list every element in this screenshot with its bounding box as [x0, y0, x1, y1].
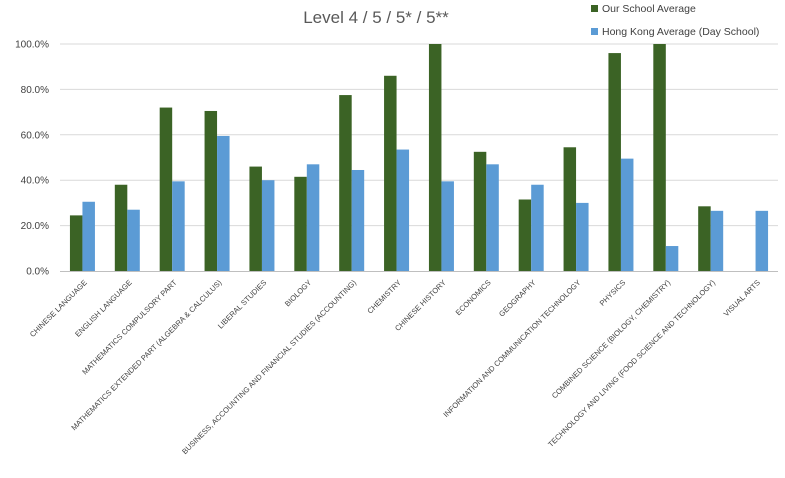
legend-swatch-our-school — [591, 5, 598, 12]
x-tick-label: MATHEMATICS EXTENDED PART (ALGEBRA & CAL… — [69, 278, 223, 432]
x-tick-label: GEOGRAPHY — [497, 278, 538, 319]
y-tick-label: 0.0% — [26, 267, 49, 278]
x-tick-label: CHEMISTRY — [365, 278, 403, 316]
chart-title: Level 4 / 5 / 5* / 5** — [303, 8, 449, 27]
bar-hong-kong-chinese-history — [441, 181, 454, 271]
legend: Our School Average Hong Kong Average (Da… — [591, 3, 759, 38]
y-tick-label: 60.0% — [21, 130, 49, 141]
y-tick-label: 40.0% — [21, 176, 49, 187]
x-tick-label: BUSINESS, ACCOUNTING AND FINANCIAL STUDI… — [180, 278, 358, 456]
x-tick-label: LIBERAL STUDIES — [216, 278, 268, 330]
bar-hong-kong-english-language — [127, 209, 140, 271]
bars — [69, 44, 769, 271]
bar-our-school-mathematics-compulsory-part — [159, 107, 173, 271]
x-tick-label: BIOLOGY — [283, 278, 313, 308]
bar-our-school-technology-and-living-food-science-and-technology — [698, 206, 711, 271]
bar-hong-kong-technology-and-living-food-science-and-technology — [710, 210, 724, 271]
y-axis-ticks: 0.0% 20.0% 40.0% 60.0% 80.0% 100.0% — [15, 40, 49, 278]
y-tick-label: 20.0% — [21, 221, 49, 232]
x-tick-label: ECONOMICS — [454, 278, 493, 317]
bar-our-school-english-language — [114, 184, 128, 271]
bar-hong-kong-information-and-communication-technology — [576, 202, 589, 271]
bar-our-school-chemistry — [384, 75, 397, 271]
x-tick-label: VISUAL ARTS — [722, 278, 762, 318]
bar-hong-kong-geography — [531, 184, 544, 271]
bar-hong-kong-physics — [620, 158, 634, 271]
bar-our-school-combined-science-biology-chemistry — [653, 44, 666, 271]
bar-our-school-chinese-language — [69, 215, 83, 271]
bar-our-school-geography — [518, 199, 532, 271]
legend-label-our-school: Our School Average — [602, 3, 696, 15]
y-tick-label: 100.0% — [15, 40, 49, 51]
bar-hong-kong-mathematics-compulsory-part — [172, 181, 185, 271]
bar-hong-kong-combined-science-biology-chemistry — [665, 246, 679, 271]
bar-our-school-business-accounting-and-financial-studies-accounting — [339, 95, 352, 271]
bar-hong-kong-business-accounting-and-financial-studies-accounting — [351, 169, 365, 271]
bar-our-school-liberal-studies — [249, 166, 262, 271]
bar-hong-kong-visual-arts — [755, 210, 769, 271]
x-tick-label: MATHEMATICS COMPULSORY PART — [80, 278, 179, 377]
bar-our-school-physics — [608, 53, 621, 271]
bar-hong-kong-economics — [486, 164, 499, 271]
bar-our-school-mathematics-extended-part-algebra-calculus — [204, 110, 218, 271]
bar-hong-kong-chinese-language — [82, 201, 95, 271]
bar-our-school-chinese-history — [428, 44, 442, 271]
legend-swatch-hong-kong — [591, 28, 598, 35]
y-tick-label: 80.0% — [21, 85, 49, 96]
bar-hong-kong-biology — [306, 164, 320, 271]
x-tick-label: PHYSICS — [598, 278, 628, 308]
bar-hong-kong-chemistry — [396, 149, 410, 271]
legend-label-hong-kong: Hong Kong Average (Day School) — [602, 26, 759, 38]
bar-our-school-information-and-communication-technology — [563, 147, 577, 271]
bar-hong-kong-mathematics-extended-part-algebra-calculus — [217, 135, 230, 271]
bar-our-school-biology — [294, 176, 307, 271]
x-tick-label: TECHNOLOGY AND LIVING (FOOD SCIENCE AND … — [546, 278, 717, 449]
bar-our-school-economics — [473, 151, 487, 271]
x-tick-label: CHINESE HISTORY — [393, 278, 448, 333]
bar-hong-kong-liberal-studies — [261, 180, 275, 271]
